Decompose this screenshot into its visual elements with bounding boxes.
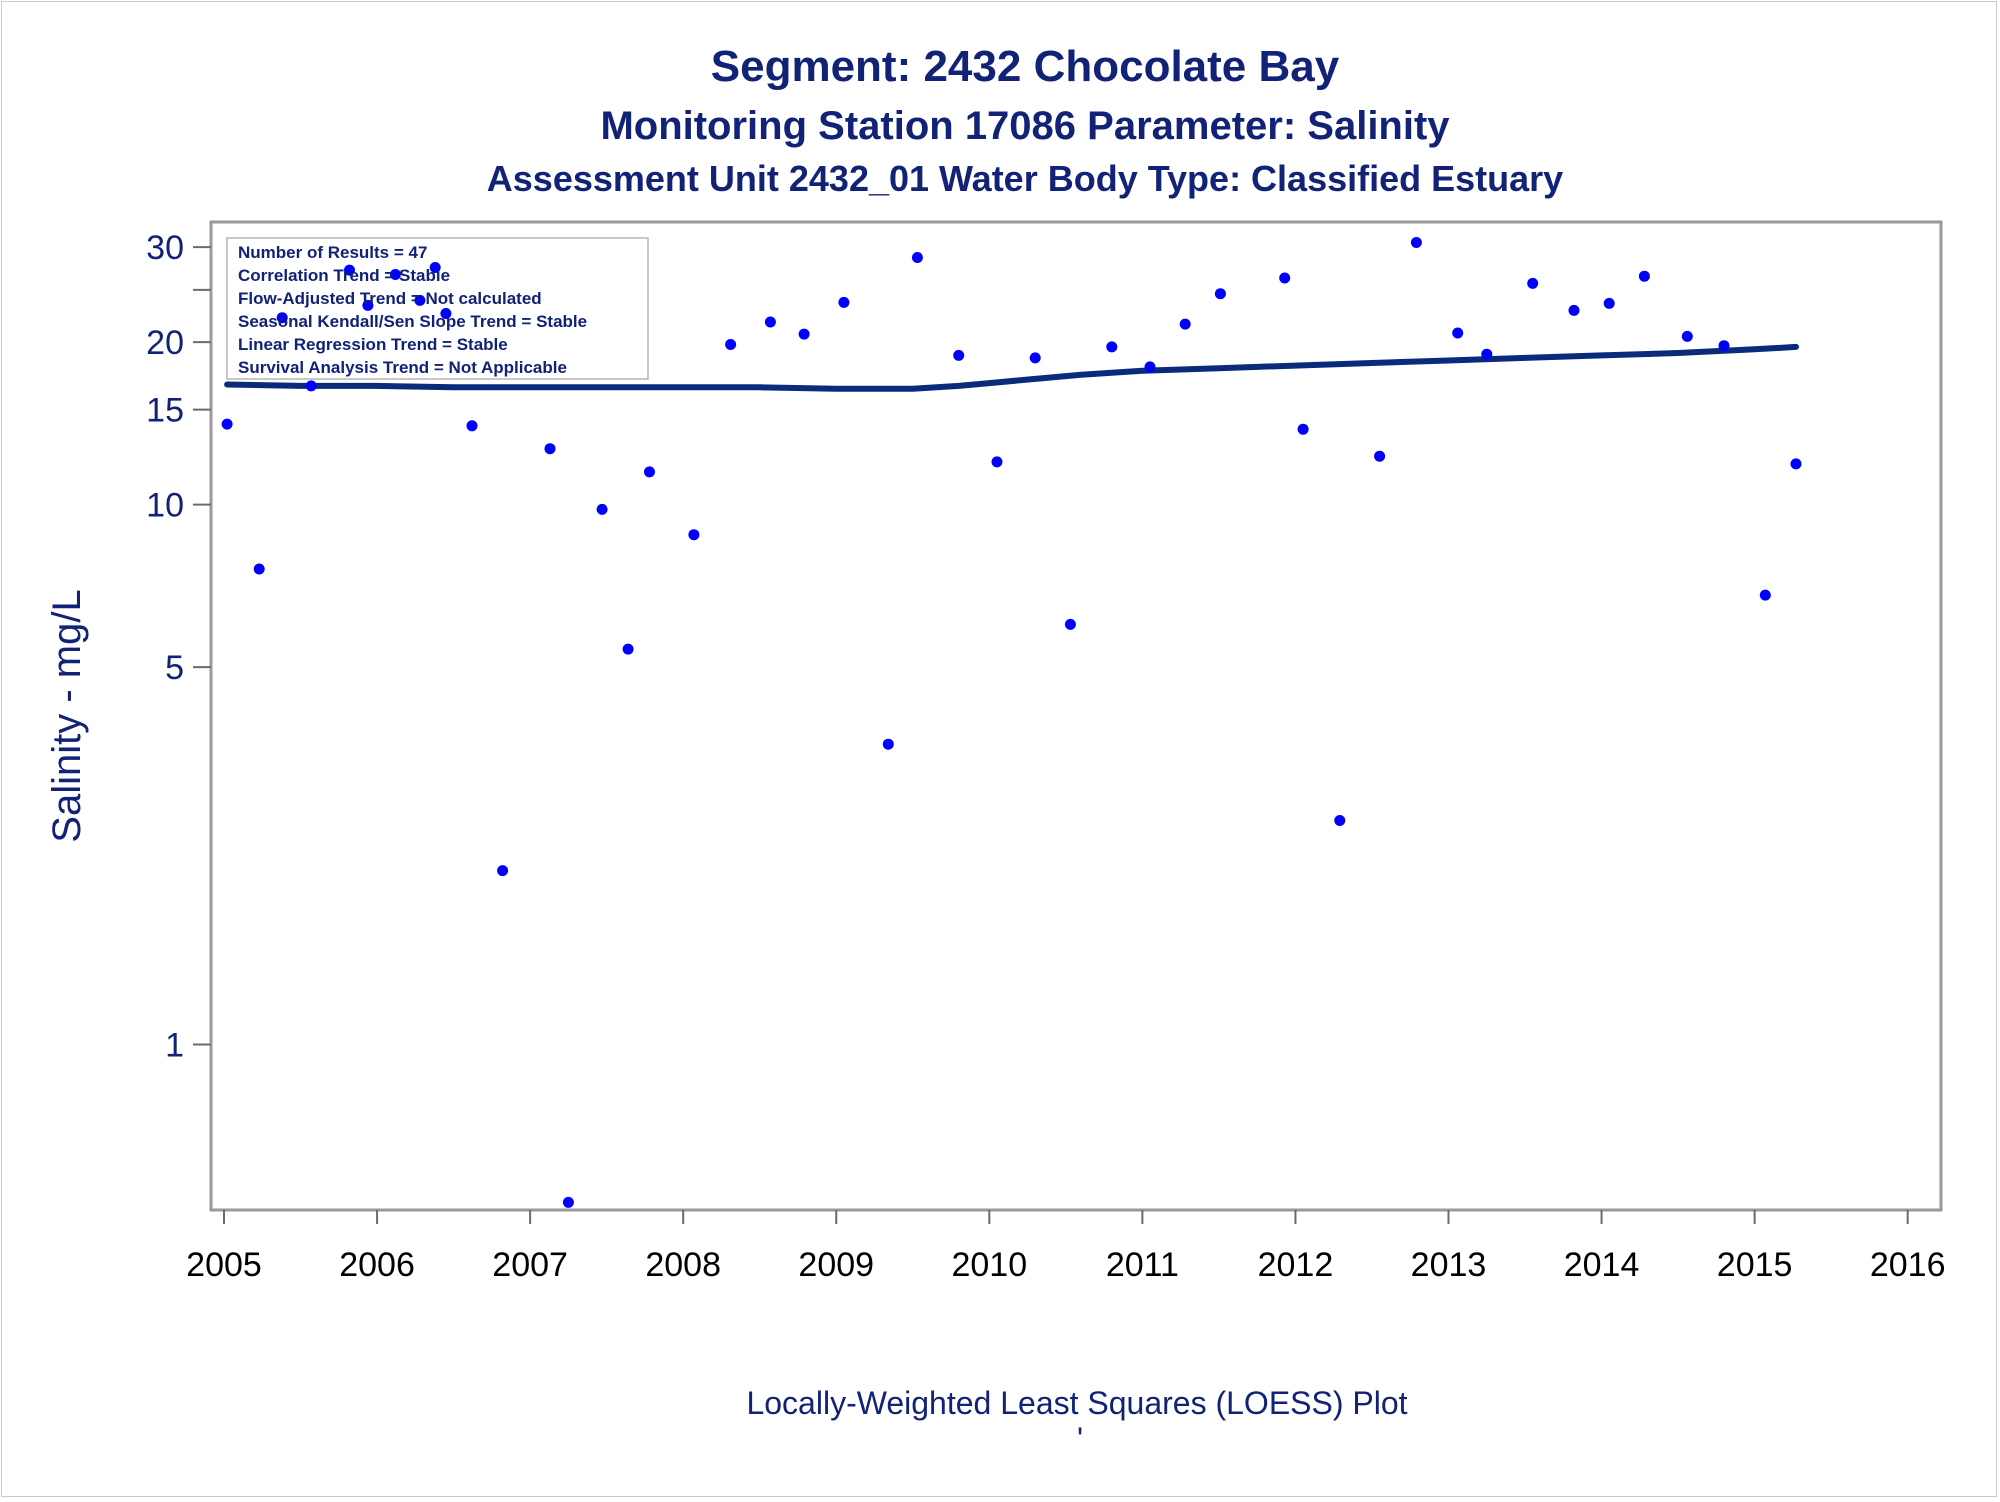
legend-line: Linear Regression Trend = Stable xyxy=(238,335,508,354)
data-point xyxy=(596,503,608,515)
data-point xyxy=(1718,340,1730,352)
data-point xyxy=(562,1196,574,1208)
y-tick-label: 1 xyxy=(165,1027,184,1065)
data-point xyxy=(725,339,737,350)
data-point xyxy=(1029,352,1041,364)
data-point xyxy=(466,420,478,432)
data-point xyxy=(882,738,894,750)
legend-line: Flow-Adjusted Trend = Not calculated xyxy=(238,289,542,308)
data-point xyxy=(1452,327,1464,339)
plot-area-frame xyxy=(209,220,1943,1212)
data-point xyxy=(1297,423,1309,435)
data-point xyxy=(344,264,355,276)
x-tick-label: 2007 xyxy=(492,1246,568,1284)
data-point xyxy=(440,308,452,319)
x-tick-label: 2009 xyxy=(798,1246,874,1284)
chart-title: Segment: 2432 Chocolate Bay xyxy=(711,42,1340,91)
data-point xyxy=(1638,270,1650,282)
x-tick-label: 2013 xyxy=(1411,1246,1487,1284)
y-tick-label: 15 xyxy=(146,392,184,430)
chart-subtitle-2: Assessment Unit 2432_01 Water Body Type:… xyxy=(487,158,1563,199)
data-point xyxy=(414,294,426,306)
data-point xyxy=(1603,297,1615,309)
loess-line xyxy=(224,343,1799,392)
x-tick-label: 2015 xyxy=(1717,1246,1793,1284)
data-point xyxy=(953,349,965,361)
data-point xyxy=(1759,589,1771,601)
chart-footnote: Locally-Weighted Least Squares (LOESS) P… xyxy=(746,1385,1407,1421)
data-point xyxy=(429,262,441,273)
y-tick-label: 5 xyxy=(165,649,184,687)
data-point xyxy=(644,466,655,478)
data-point xyxy=(1144,361,1156,373)
x-axis: 2005 2006 2007 2008 2009 2010 2011 2012 2013 2014… xyxy=(186,1210,1946,1284)
data-point xyxy=(1527,277,1539,289)
data-point xyxy=(389,269,401,280)
x-tick-label: 2012 xyxy=(1258,1246,1334,1284)
data-point xyxy=(991,456,1003,468)
data-point xyxy=(362,299,374,311)
y-axis-label: Salinity - mg/L xyxy=(45,589,89,842)
data-point xyxy=(838,296,850,308)
data-point xyxy=(253,563,265,575)
data-point xyxy=(798,328,810,340)
data-point xyxy=(221,418,233,430)
legend-box-border xyxy=(226,237,649,380)
y-tick-label: 20 xyxy=(146,324,184,362)
chart-subtitle: Monitoring Station 17086 Parameter: Sali… xyxy=(600,104,1450,148)
data-point xyxy=(622,643,634,655)
x-tick-label: 2016 xyxy=(1870,1246,1946,1284)
loess-curve-group xyxy=(224,343,1799,392)
data-point xyxy=(1064,618,1076,630)
data-point xyxy=(1279,272,1291,284)
x-tick-label: 2014 xyxy=(1564,1246,1640,1284)
data-point xyxy=(544,443,556,455)
data-point xyxy=(1214,288,1226,300)
data-point xyxy=(1106,341,1118,353)
legend-line: Number of Results = 47 xyxy=(238,243,427,262)
data-point xyxy=(1568,304,1580,316)
data-point xyxy=(1179,318,1191,330)
y-tick-label: 30 xyxy=(146,229,184,267)
data-point xyxy=(305,380,317,392)
data-point xyxy=(276,312,288,324)
data-point xyxy=(764,316,776,328)
data-point xyxy=(1374,450,1386,462)
trend-legend-box: Number of Results = 47 Correlation Trend… xyxy=(226,237,649,380)
data-point xyxy=(1410,237,1422,248)
data-point xyxy=(1481,348,1493,360)
y-tick-label: 10 xyxy=(146,487,184,525)
x-tick-label: 2006 xyxy=(339,1246,415,1284)
legend-line: Seasonal Kendall/Sen Slope Trend = Stabl… xyxy=(238,312,587,331)
legend-line: Survival Analysis Trend = Not Applicable xyxy=(238,358,567,377)
data-point xyxy=(688,529,700,541)
x-tick-label: 2008 xyxy=(645,1246,721,1284)
data-points xyxy=(221,237,1802,1208)
data-point xyxy=(911,252,923,263)
x-tick-label: 2010 xyxy=(951,1246,1027,1284)
legend-line: Correlation Trend = Stable xyxy=(238,266,450,285)
x-tick-label: 2011 xyxy=(1106,1246,1179,1284)
data-point xyxy=(1334,815,1346,826)
x-tick-label: 2005 xyxy=(186,1246,262,1284)
footnote-mark: ' xyxy=(1077,1421,1083,1457)
data-point xyxy=(497,865,509,877)
data-point xyxy=(1790,458,1802,470)
data-point xyxy=(1681,330,1693,342)
